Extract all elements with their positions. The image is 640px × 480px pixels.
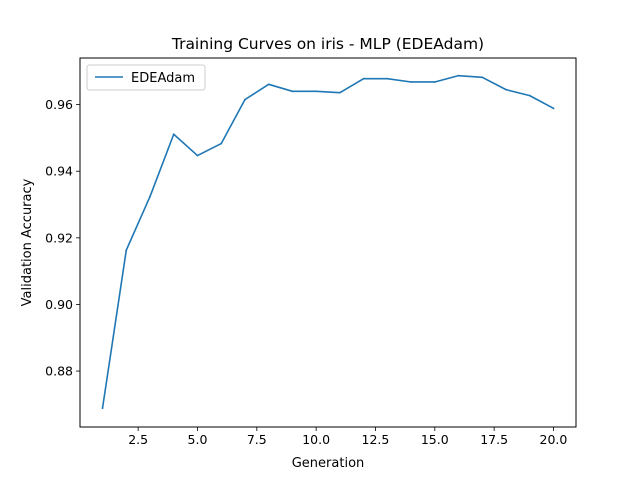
chart-title: Training Curves on iris - MLP (EDEAdam): [171, 35, 484, 53]
y-tick-label: 0.88: [45, 364, 73, 379]
data-point: [101, 407, 104, 409]
y-tick-label: 0.96: [45, 97, 73, 112]
y-tick-label: 0.90: [45, 297, 73, 312]
data-point: [172, 133, 175, 136]
x-tick-label: 20.0: [540, 432, 568, 447]
x-tick-label: 15.0: [421, 432, 449, 447]
data-point: [410, 81, 412, 83]
legend-box: [86, 64, 206, 91]
y-axis-label: Validation Accuracy: [20, 178, 35, 306]
data-point: [338, 91, 341, 94]
legend-label: EDEAdam: [131, 71, 195, 86]
data-point: [481, 76, 484, 79]
data-point: [196, 154, 199, 157]
y-tick-label: 0.92: [45, 230, 73, 245]
data-point: [291, 90, 294, 93]
data-point: [362, 77, 365, 80]
x-axis-label: Generation: [292, 456, 365, 471]
x-tick-label: 17.5: [480, 432, 508, 447]
data-point: [528, 94, 531, 97]
data-point: [267, 83, 270, 86]
x-tick-label: 10.0: [302, 432, 330, 447]
plot-area: 2.5 5.0 7.5 10.0 12.5 15.0 17.5 20.0 0.880.900.…: [45, 57, 577, 447]
legend: EDEAdam: [86, 64, 206, 91]
x-axis-ticks: 2.5 5.0 7.5 10.0 12.5 15.0 17.5 20.0: [128, 427, 567, 447]
x-tick-label: 2.5: [128, 432, 148, 447]
plot-frame: [79, 57, 577, 428]
data-point: [220, 142, 223, 145]
data-point: [457, 74, 460, 77]
series-line-0: [101, 74, 555, 409]
data-point: [149, 195, 151, 198]
data-point: [386, 77, 389, 80]
x-tick-label: 5.0: [188, 432, 208, 447]
x-tick-label: 12.5: [362, 432, 390, 447]
data-point: [552, 107, 555, 110]
x-tick-label: 7.5: [247, 432, 267, 447]
y-axis-ticks: 0.88 0.90 0.92 0.94 0.96: [45, 97, 80, 379]
series-layer: [101, 74, 555, 409]
data-point: [433, 81, 436, 83]
data-point: [125, 249, 128, 252]
data-point: [315, 90, 318, 93]
data-point: [505, 88, 507, 91]
y-tick-label: 0.94: [45, 164, 73, 179]
data-point: [244, 98, 246, 101]
